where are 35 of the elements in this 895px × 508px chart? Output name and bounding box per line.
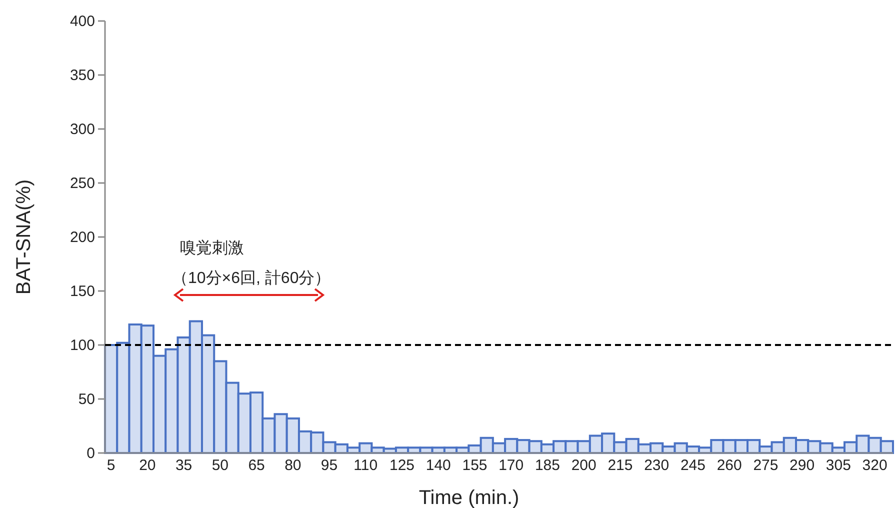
x-tick-label: 230 bbox=[644, 457, 670, 474]
annotation: （10分×6回, 計60分） bbox=[172, 269, 331, 287]
x-tick-label: 35 bbox=[175, 457, 192, 474]
x-tick-label: 110 bbox=[354, 457, 378, 474]
x-tick-label: 215 bbox=[608, 457, 633, 474]
y-tick-label: 50 bbox=[78, 391, 95, 408]
x-tick-label: 95 bbox=[320, 457, 338, 474]
y-tick-label: 400 bbox=[70, 13, 95, 30]
x-tick-label: 5 bbox=[106, 457, 116, 474]
y-tick-label: 250 bbox=[70, 175, 95, 192]
y-tick-label: 200 bbox=[70, 229, 95, 246]
x-tick-label: 125 bbox=[390, 457, 415, 474]
y-tick-label: 100 bbox=[70, 337, 95, 354]
x-tick-label: 185 bbox=[534, 457, 560, 474]
y-axis-title: BAT-SNA(%) bbox=[13, 179, 35, 295]
y-tick-label: 300 bbox=[70, 121, 95, 138]
y-tick-label: 350 bbox=[70, 67, 95, 84]
x-tick-label: 305 bbox=[826, 457, 851, 474]
x-tick-label: 290 bbox=[790, 457, 815, 474]
y-tick-label: 150 bbox=[70, 283, 95, 300]
x-tick-label: 50 bbox=[212, 457, 229, 474]
x-tick-label: 260 bbox=[716, 457, 742, 474]
x-tick-label: 245 bbox=[680, 457, 706, 474]
x-tick-label: 275 bbox=[753, 457, 778, 474]
x-tick-label: 20 bbox=[139, 457, 156, 474]
x-tick-label: 155 bbox=[462, 457, 488, 474]
annotation: 嗅覚刺激 bbox=[180, 239, 244, 257]
x-tick-label: 140 bbox=[426, 457, 451, 474]
x-tick-label: 320 bbox=[862, 457, 888, 474]
x-axis-title: Time (min.) bbox=[418, 487, 520, 508]
x-tick-label: 80 bbox=[284, 457, 302, 474]
x-tick-label: 200 bbox=[571, 457, 596, 474]
x-tick-label: 170 bbox=[498, 457, 524, 474]
x-tick-label: 65 bbox=[248, 457, 265, 474]
y-tick-label: 0 bbox=[86, 445, 95, 462]
